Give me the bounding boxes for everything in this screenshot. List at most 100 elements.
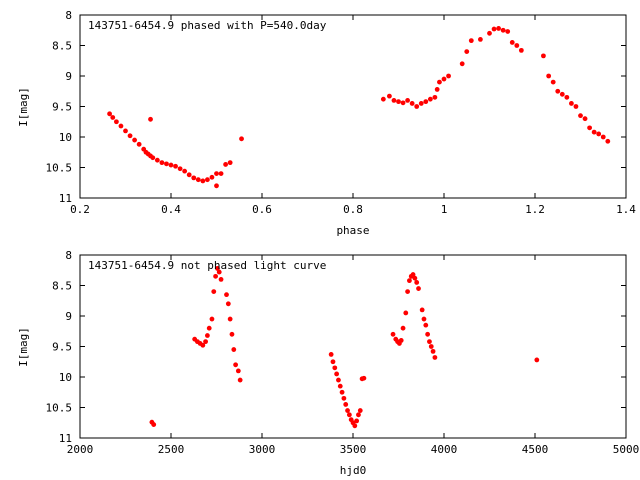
unphased-data-point	[211, 289, 217, 294]
phased-data-point	[159, 160, 165, 166]
phased-data-point	[168, 162, 174, 168]
phased-x-tick-label: 0.4	[161, 203, 181, 216]
phased-y-tick-label: 9.5	[52, 101, 72, 114]
phased-data-point	[239, 136, 244, 142]
unphased-data-point	[390, 331, 396, 337]
unphased-data-point	[361, 375, 367, 381]
unphased-light-curve-chart: 2000 2500 3000 3500 4000 4500 5000 8 8.5 9 9.5 10 1…	[17, 249, 639, 477]
unphased-x-tick-label: 3000	[249, 443, 276, 456]
phased-data-point	[164, 161, 169, 167]
unphased-data-point	[421, 316, 427, 322]
phased-data-point	[380, 96, 386, 102]
unphased-data-point	[412, 275, 418, 281]
unphased-data-point	[352, 423, 358, 429]
phased-data-point	[136, 141, 142, 147]
unphased-data-point	[216, 269, 222, 275]
unphased-y-ticks: 8 8.5 9 9.5 10 10.5 11	[46, 249, 626, 445]
unphased-data-point	[328, 352, 334, 357]
unphased-data-point	[405, 289, 410, 294]
unphased-data-point	[410, 272, 416, 277]
phased-data-point	[564, 94, 570, 100]
phased-data-point	[132, 137, 138, 143]
phased-data-point	[118, 123, 124, 129]
phased-data-point	[214, 183, 219, 189]
phased-x-axis-label: phase	[336, 224, 369, 237]
phased-data-point	[409, 101, 415, 106]
phased-data-point	[605, 138, 611, 144]
unphased-data-point	[200, 342, 206, 348]
phased-data-point	[427, 96, 433, 102]
phased-data-point	[587, 125, 592, 131]
phased-data-point	[387, 93, 392, 99]
phased-data-point	[468, 38, 474, 44]
phased-data-point	[432, 94, 438, 100]
phased-data-point	[518, 47, 524, 53]
phased-data-point	[573, 104, 579, 109]
unphased-x-tick-label: 2500	[158, 443, 185, 456]
unphased-data-point	[346, 412, 352, 418]
unphased-y-tick-label: 9	[65, 310, 72, 323]
phased-chart-title: 143751-6454.9 phased with P=540.0day	[88, 19, 327, 32]
phased-x-tick-label: 1.4	[616, 203, 636, 216]
unphased-data-point	[345, 408, 350, 413]
unphased-data-point	[224, 292, 229, 298]
unphased-y-axis-label: I[mag]	[17, 327, 30, 367]
phased-y-axis-label: I[mag]	[17, 87, 30, 127]
phased-data-point	[110, 115, 116, 120]
unphased-x-tick-label: 5000	[613, 443, 640, 456]
unphased-data-point	[235, 368, 241, 374]
phased-data-point	[123, 128, 128, 134]
phased-data-point	[127, 133, 133, 139]
phased-data-point	[569, 101, 574, 106]
unphased-y-tick-label: 10	[59, 371, 72, 384]
phased-data-point	[514, 43, 520, 48]
unphased-y-tick-label: 11	[59, 432, 72, 445]
unphased-chart-title: 143751-6454.9 not phased light curve	[88, 259, 326, 272]
unphased-y-tick-label: 8	[65, 249, 72, 262]
unphased-data-point	[205, 333, 210, 338]
unphased-data-point	[407, 278, 412, 284]
phased-data-point	[418, 101, 424, 106]
phased-data-point	[177, 166, 183, 172]
phased-data-point	[114, 119, 119, 125]
phased-data-point	[600, 134, 606, 140]
phased-data-point	[214, 171, 219, 177]
phased-x-tick-label: 0.6	[252, 203, 272, 216]
phased-y-ticks: 8 8.5 9 9.5 10 10.5 11	[46, 9, 626, 205]
phased-data-point	[154, 157, 160, 163]
unphased-data-point	[330, 359, 336, 365]
phased-data-point	[396, 99, 401, 105]
phased-x-ticks: 0.2 0.4 0.6 0.8 1 1.2 1.4	[70, 15, 636, 216]
unphased-data-point	[203, 339, 208, 345]
phased-data-point	[200, 178, 206, 184]
unphased-data-point	[356, 412, 361, 418]
phased-x-tick-label: 1	[441, 203, 448, 216]
unphased-data-points	[149, 266, 540, 429]
unphased-data-point	[400, 325, 406, 331]
phased-data-point	[559, 91, 565, 97]
phased-data-point	[400, 100, 406, 106]
phased-data-point	[227, 160, 233, 166]
unphased-data-point	[337, 383, 343, 389]
phased-data-point	[546, 73, 552, 79]
phased-data-point	[487, 30, 492, 36]
unphased-data-point	[336, 377, 341, 383]
phased-data-point	[541, 53, 546, 59]
unphased-data-point	[334, 371, 340, 377]
unphased-data-point	[233, 362, 239, 368]
unphased-data-point	[398, 338, 404, 343]
unphased-data-point	[237, 377, 243, 383]
phased-data-point	[434, 87, 440, 92]
phased-data-point	[223, 162, 229, 167]
unphased-data-point	[430, 348, 436, 354]
phased-data-point	[459, 61, 465, 67]
unphased-data-point	[332, 365, 338, 371]
unphased-data-point	[534, 357, 540, 363]
unphased-x-ticks: 2000 2500 3000 3500 4000 4500 5000	[67, 255, 640, 456]
unphased-data-point	[419, 307, 425, 313]
phased-data-point	[423, 99, 429, 105]
unphased-data-point	[206, 325, 212, 331]
phased-data-point	[496, 26, 501, 31]
